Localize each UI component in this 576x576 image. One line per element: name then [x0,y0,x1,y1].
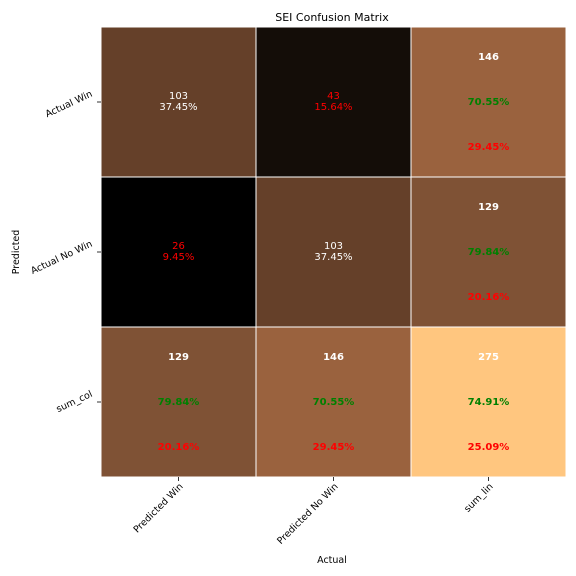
summary-count-label: 129 [478,202,499,213]
heatmap-cell: 129 79.84% 20.16% [100,326,257,478]
cell-percent-label: 37.45% [314,252,352,263]
heatmap-cells: 10337.45%4315.64%14670.55%29.45%269.45%1… [100,26,567,478]
cell-count-label: 103 [324,241,343,252]
chart-title: SEI Confusion Matrix [275,11,389,24]
summary-bad-percent-label: 20.16% [158,442,200,453]
cell-rect [255,26,412,178]
summary-good-percent-label: 70.55% [468,97,510,108]
x-tick-label: Predicted No Win [275,481,340,546]
y-axis-ticks: Actual Win Actual No Win sum_col [29,89,101,415]
heatmap-cell: 269.45% [100,176,257,328]
cell-rect [410,26,567,178]
cell-percent-label: 9.45% [163,252,195,263]
heatmap-cell: 275 74.91% 25.09% [410,326,567,478]
y-tick-label: Actual No Win [29,239,94,277]
cell-percent-label: 37.45% [159,102,197,113]
summary-count-label: 146 [323,352,344,363]
cell-count-label: 43 [327,91,340,102]
summary-bad-percent-label: 20.16% [468,292,510,303]
cell-rect [100,326,257,478]
summary-count-label: 275 [478,352,499,363]
heatmap-cell: 146 70.55% 29.45% [255,326,412,478]
cell-count-label: 26 [172,241,185,252]
cell-count-label: 103 [169,91,188,102]
x-axis-label: Actual [317,555,347,566]
x-tick-label: sum_lin [462,481,495,514]
cell-rect [100,26,257,178]
cell-rect [100,176,257,328]
summary-bad-percent-label: 29.45% [313,442,355,453]
heatmap-cell: 129 79.84% 20.16% [410,176,567,328]
summary-count-label: 146 [478,52,499,63]
heatmap-cell: 146 70.55% 29.45% [410,26,567,178]
y-tick-label: sum_col [55,389,95,415]
x-axis-ticks: Predicted Win Predicted No Win sum_lin [132,477,496,547]
summary-good-percent-label: 74.91% [468,397,510,408]
summary-good-percent-label: 79.84% [468,247,510,258]
cell-percent-label: 15.64% [314,102,352,113]
cell-rect [255,176,412,328]
summary-good-percent-label: 70.55% [313,397,355,408]
y-axis-label: Predicted [11,230,22,275]
summary-bad-percent-label: 25.09% [468,442,510,453]
x-tick-label: Predicted Win [132,481,186,535]
y-tick-label: Actual Win [44,89,95,120]
summary-bad-percent-label: 29.45% [468,142,510,153]
summary-good-percent-label: 79.84% [158,397,200,408]
cell-rect [255,326,412,478]
summary-count-label: 129 [168,352,189,363]
cell-rect [410,176,567,328]
